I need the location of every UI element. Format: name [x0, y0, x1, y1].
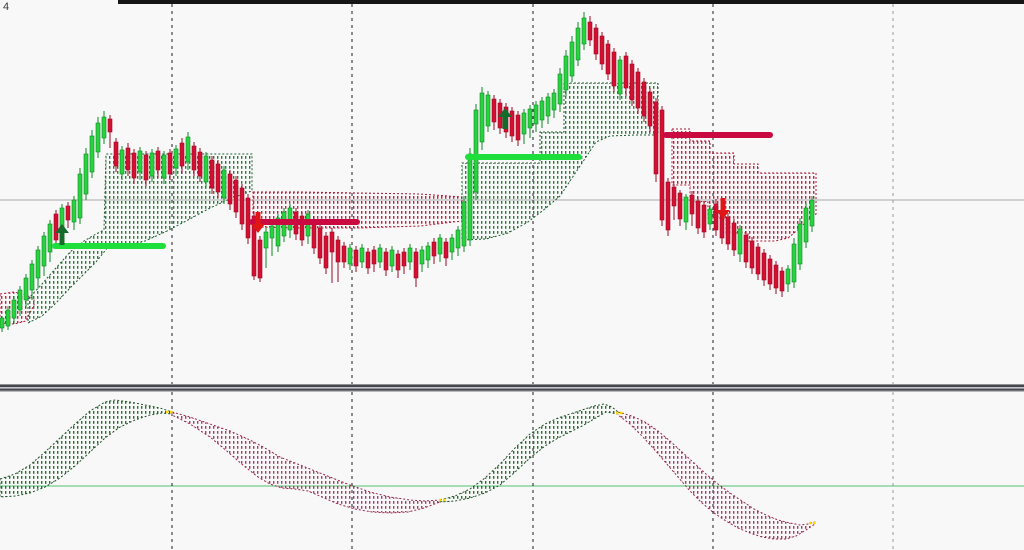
- sell-arrow-icon: [716, 198, 730, 219]
- buy-arrow-icon: [498, 108, 512, 129]
- panel-separator[interactable]: [0, 384, 1024, 392]
- indicator-ribbon: [0, 399, 817, 540]
- candles-layer: [0, 12, 815, 332]
- sell-arrow-icon: [251, 212, 265, 233]
- window-top-edge: [118, 0, 1024, 4]
- buy-arrow-icon: [55, 224, 69, 245]
- symbol-label-fragment: 4: [3, 1, 9, 13]
